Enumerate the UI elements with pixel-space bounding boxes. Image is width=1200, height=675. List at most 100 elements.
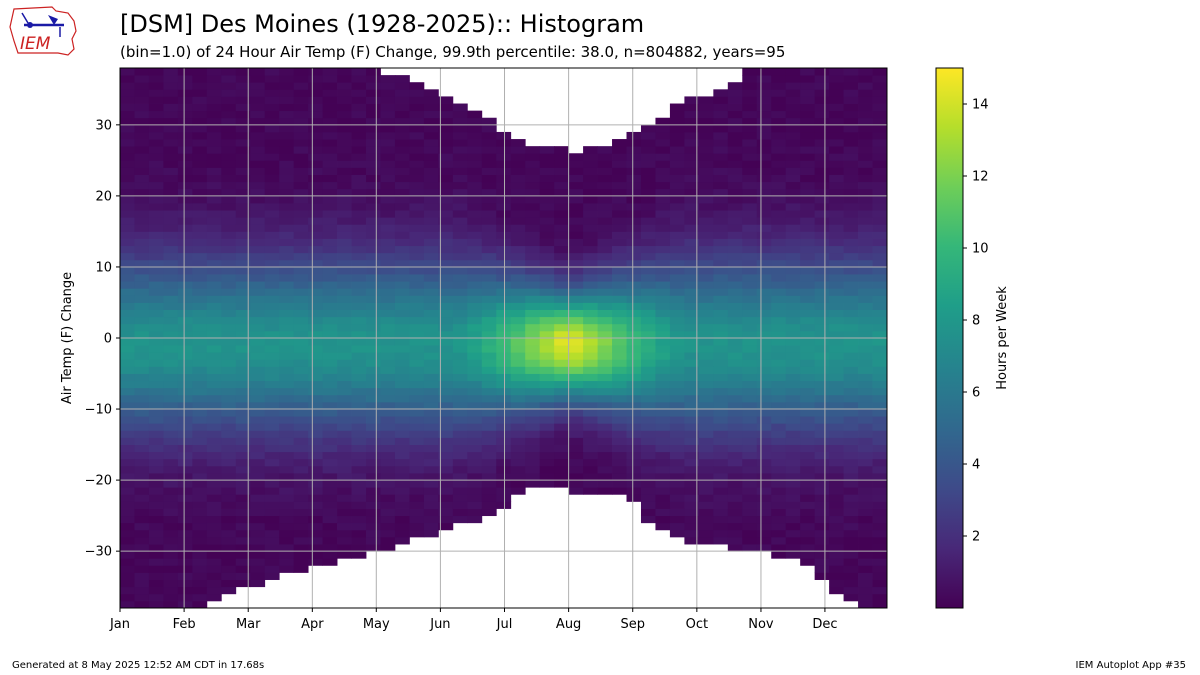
heatmap-cell xyxy=(409,508,425,517)
heatmap-cell xyxy=(496,231,512,239)
heatmap-cell xyxy=(843,160,859,168)
heatmap-cell xyxy=(264,167,280,175)
heatmap-cell xyxy=(843,522,859,531)
heatmap-cell xyxy=(496,252,512,261)
heatmap-cell xyxy=(481,487,497,495)
heatmap-cell xyxy=(120,572,135,580)
heatmap-cell xyxy=(409,224,425,232)
heatmap-cell xyxy=(394,203,410,211)
heatmap-cell xyxy=(785,451,801,460)
heatmap-cell xyxy=(771,423,787,431)
heatmap-cell xyxy=(351,281,367,289)
heatmap-cell xyxy=(829,522,844,531)
heatmap-cell xyxy=(452,252,468,261)
heatmap-cell xyxy=(192,96,208,104)
heatmap-cell xyxy=(235,210,251,218)
heatmap-cell xyxy=(192,515,208,524)
heatmap-cell xyxy=(366,96,381,104)
heatmap-cell xyxy=(394,380,410,389)
heatmap-cell xyxy=(409,160,425,168)
heatmap-cell xyxy=(785,387,801,396)
heatmap-cell xyxy=(858,508,873,517)
heatmap-cell xyxy=(279,373,295,382)
heatmap-cell xyxy=(829,352,844,360)
heatmap-cell xyxy=(684,274,700,282)
heatmap-cell xyxy=(539,394,555,403)
heatmap-cell xyxy=(669,380,685,389)
heatmap-cell xyxy=(858,153,873,161)
heatmap-cell xyxy=(394,124,410,133)
heatmap-cell xyxy=(843,352,859,360)
heatmap-cell xyxy=(423,522,439,531)
heatmap-cell xyxy=(134,139,150,147)
heatmap-cell xyxy=(843,572,859,580)
heatmap-cell xyxy=(872,380,888,389)
heatmap-cell xyxy=(423,302,439,310)
heatmap-cell xyxy=(206,487,222,495)
heatmap-cell xyxy=(612,181,627,190)
heatmap-cell xyxy=(872,600,888,609)
heatmap-cell xyxy=(250,295,266,303)
heatmap-cell xyxy=(177,558,193,566)
heatmap-cell xyxy=(192,245,208,254)
heatmap-cell xyxy=(351,366,367,374)
heatmap-cell xyxy=(597,323,613,332)
heatmap-cell xyxy=(409,380,425,389)
heatmap-cell xyxy=(727,309,743,318)
heatmap-cell xyxy=(785,416,801,424)
heatmap-cell xyxy=(597,181,613,190)
heatmap-cell xyxy=(858,274,873,282)
heatmap-cell xyxy=(120,181,135,190)
heatmap-cell xyxy=(568,373,584,382)
heatmap-cell xyxy=(597,345,613,353)
heatmap-cell xyxy=(626,437,642,445)
heatmap-cell xyxy=(279,124,295,133)
heatmap-cell xyxy=(640,281,656,289)
heatmap-cell xyxy=(771,288,787,296)
heatmap-cell xyxy=(120,515,135,524)
heatmap-cell xyxy=(177,231,193,239)
heatmap-cell xyxy=(814,110,830,119)
heatmap-cell xyxy=(206,529,222,538)
heatmap-cell xyxy=(148,188,164,197)
heatmap-cell xyxy=(163,167,179,175)
heatmap-cell xyxy=(510,167,526,175)
heatmap-cell xyxy=(394,451,410,460)
heatmap-cell xyxy=(771,82,787,90)
heatmap-cell xyxy=(872,75,888,83)
heatmap-cell xyxy=(640,131,656,140)
heatmap-cell xyxy=(843,139,859,147)
heatmap-cell xyxy=(134,600,150,609)
heatmap-cell xyxy=(438,139,454,147)
heatmap-cell xyxy=(235,245,251,254)
heatmap-cell xyxy=(467,124,483,133)
heatmap-cell xyxy=(380,494,396,502)
heatmap-cell xyxy=(756,302,772,310)
heatmap-cell xyxy=(409,437,425,445)
heatmap-cell xyxy=(148,593,164,602)
heatmap-cell xyxy=(206,288,222,296)
heatmap-cell xyxy=(351,181,367,190)
heatmap-cell xyxy=(279,387,295,396)
heatmap-cell xyxy=(539,409,555,417)
heatmap-cell xyxy=(192,465,208,474)
heatmap-cell xyxy=(308,153,323,161)
heatmap-cell xyxy=(293,458,309,467)
heatmap-cell xyxy=(554,231,570,239)
heatmap-cell xyxy=(872,96,888,104)
x-tick-label: Dec xyxy=(812,617,837,632)
heatmap-cell xyxy=(177,473,193,481)
heatmap-cell xyxy=(583,323,598,332)
heatmap-cell xyxy=(177,423,193,431)
heatmap-cell xyxy=(742,217,758,225)
heatmap-cell xyxy=(221,544,237,552)
heatmap-cell xyxy=(134,430,150,438)
heatmap-cell xyxy=(496,480,512,488)
heatmap-cell xyxy=(308,96,323,104)
heatmap-cell xyxy=(872,124,888,133)
heatmap-cell xyxy=(264,238,280,247)
heatmap-cell xyxy=(177,451,193,460)
heatmap-cell xyxy=(380,89,396,97)
heatmap-cell xyxy=(177,529,193,538)
heatmap-cell xyxy=(264,572,280,580)
